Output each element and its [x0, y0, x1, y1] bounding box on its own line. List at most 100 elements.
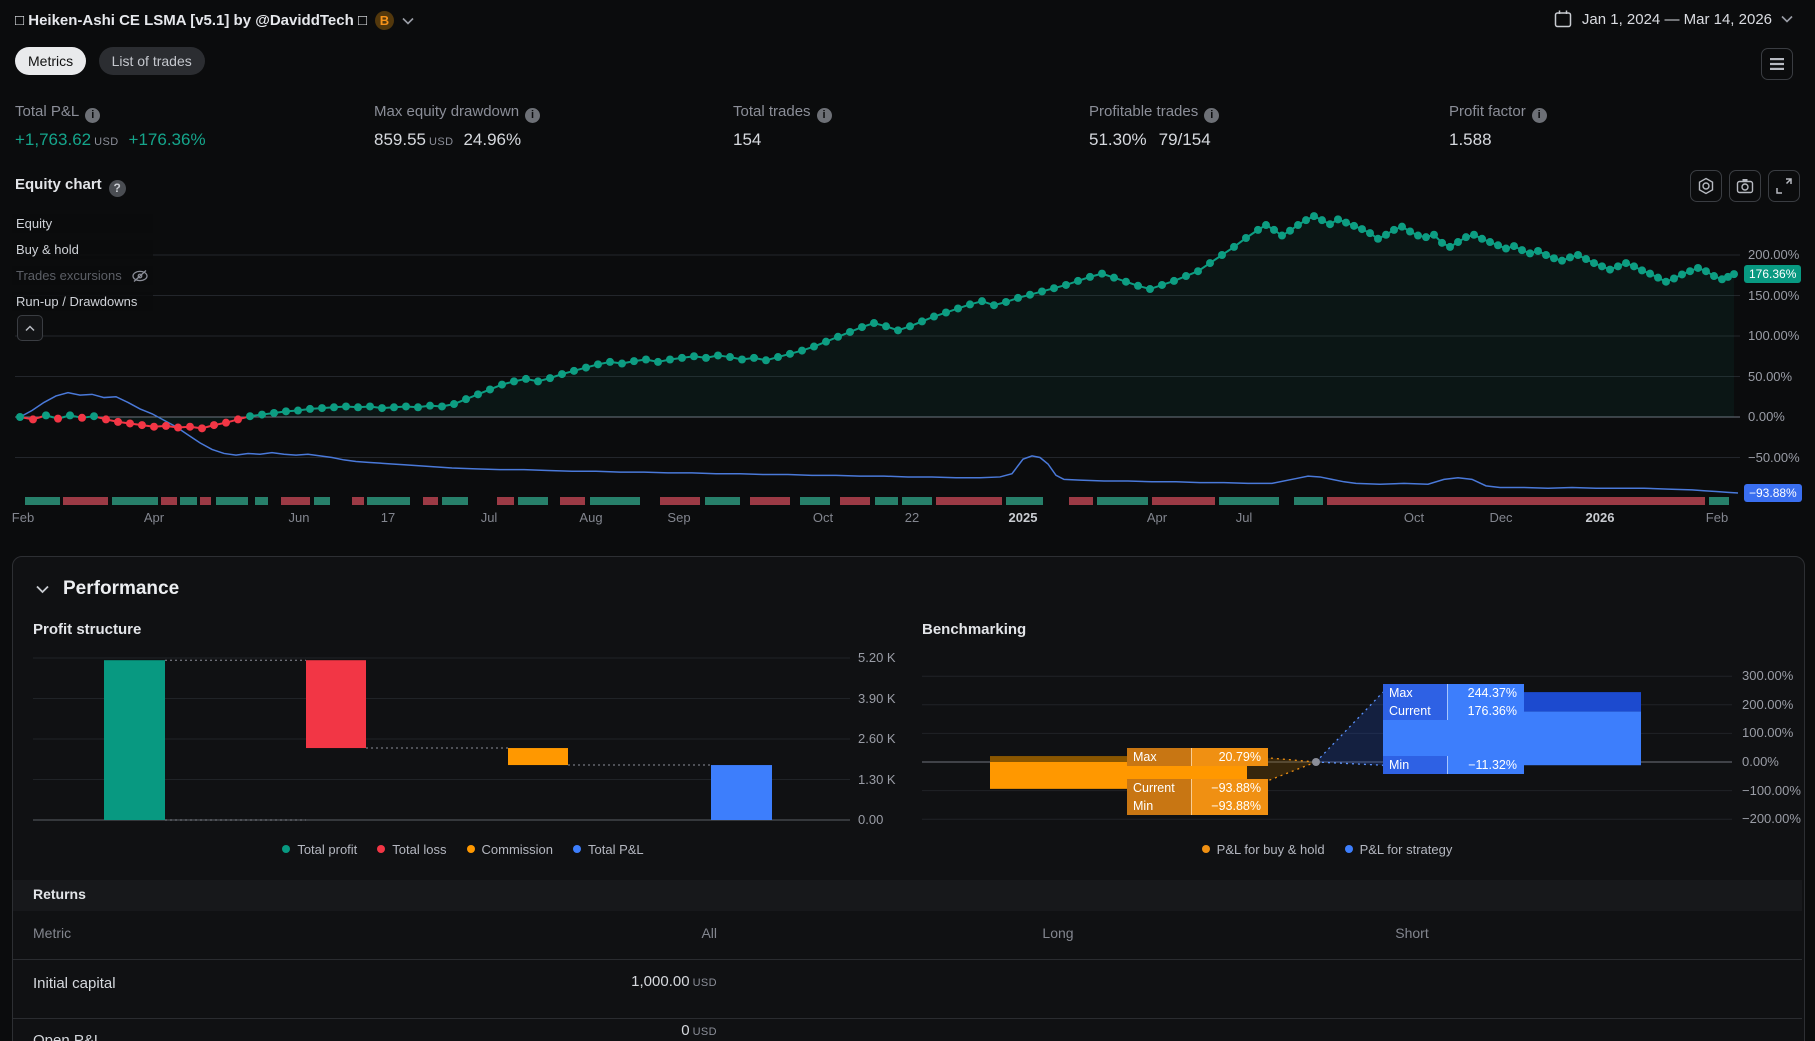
bench-chip-current: Current 176.36% [1383, 702, 1524, 720]
performance-panel [12, 556, 1805, 1041]
stat-total-pnl: Total P&L i +1,763.62 USD +176.36% [15, 103, 206, 149]
info-icon[interactable]: i [525, 108, 541, 123]
chart-settings-button[interactable] [1690, 170, 1722, 202]
bench-chip-key: Current [1383, 702, 1447, 720]
equity-axis-label: −50.00% [1748, 449, 1800, 465]
bitcoin-icon[interactable]: B [375, 11, 394, 30]
legend-item[interactable]: Commission [466, 842, 553, 857]
equity-x-tick: Feb [1705, 510, 1729, 525]
benchmarking-title: Benchmarking [922, 621, 1027, 638]
profit-axis-label: 0.00 [858, 812, 884, 827]
equity-axis-label: 200.00% [1748, 247, 1800, 262]
bench-chip-max: Max 20.79% [1127, 748, 1268, 766]
profit-axis-label: 5.20 K [858, 650, 896, 666]
bench-axis-label: 300.00% [1742, 668, 1794, 684]
expand-icon [1776, 178, 1792, 194]
legend-item-equity[interactable]: Equity [12, 214, 153, 233]
legend-item[interactable]: Total P&L [573, 842, 644, 857]
stat-total-trades: Total trades i 154 [733, 103, 832, 150]
bench-axis-label: 100.00% [1742, 725, 1794, 741]
equity-x-tick: Dec [1489, 510, 1513, 525]
date-range-picker[interactable]: Jan 1, 2024 — Mar 14, 2026 [1553, 9, 1793, 29]
info-icon[interactable]: i [1531, 108, 1547, 123]
equity-value-badge: 176.36% [1744, 265, 1802, 284]
layout-menu-button[interactable] [1761, 48, 1793, 80]
returns-band [13, 880, 1802, 911]
profit-structure-legend: Total profit Total loss Commission Total P&… [33, 840, 893, 858]
chevron-up-icon [25, 324, 35, 331]
chevron-down-icon[interactable] [402, 17, 414, 25]
gear-icon [1698, 177, 1714, 195]
stat-profit-factor: Profit factor i 1.588 [1449, 103, 1547, 150]
chevron-down-icon [36, 585, 49, 593]
equity-x-tick: Jul [480, 510, 498, 525]
bench-chip-value: −11.32% [1447, 756, 1524, 774]
returns-title: Returns [33, 886, 86, 902]
bench-axis-label: 0.00% [1742, 754, 1779, 769]
tab-metrics[interactable]: Metrics [15, 47, 87, 75]
profit-axis-label: 2.60 K [858, 731, 896, 746]
bench-axis-label: −100.00% [1742, 782, 1801, 798]
collapse-legend-button[interactable] [17, 315, 43, 341]
equity-x-tick: 2025 [1008, 510, 1038, 525]
bench-chip-value: −93.88% [1191, 779, 1268, 797]
info-icon[interactable]: i [816, 108, 832, 123]
stat-profitable-trades: Profitable trades i 51.30% 79/154 [1089, 103, 1220, 150]
equity-x-tick: Apr [1146, 510, 1168, 525]
bench-chip-value: 20.79% [1191, 748, 1268, 766]
legend-dot [377, 845, 386, 853]
equity-x-tick: Feb [11, 510, 35, 525]
equity-x-tick: Jun [288, 510, 310, 525]
legend-dot [1344, 845, 1353, 853]
legend-dot [573, 845, 582, 853]
equity-axis-label: 100.00% [1748, 328, 1800, 343]
legend-label: Total P&L [588, 841, 644, 857]
equity-chart-title: Equity chart [15, 176, 102, 193]
performance-header[interactable]: Performance [36, 578, 179, 600]
info-icon[interactable]: i [1204, 108, 1220, 123]
returns-row-value: 1,000.00 USD [631, 973, 717, 990]
bench-axis-label: 200.00% [1742, 696, 1794, 712]
legend-item[interactable]: Total loss [377, 842, 447, 857]
returns-col-long: Long [1042, 925, 1074, 941]
legend-item[interactable]: P&L for buy & hold [1201, 842, 1325, 857]
legend-item-trades-excursions[interactable]: Trades excursions [12, 266, 153, 285]
bench-axis-label: −200.00% [1742, 811, 1801, 827]
info-icon[interactable]: i [85, 108, 101, 123]
bench-chip-key: Max [1127, 748, 1191, 766]
equity-axis-label: 0.00% [1748, 409, 1785, 424]
bench-chip-key: Max [1383, 684, 1447, 702]
returns-row-label: Initial capital [33, 975, 116, 992]
bench-chip-value: −93.88% [1191, 797, 1268, 815]
profit-structure-title: Profit structure [33, 621, 142, 638]
bench-chip-key: Min [1383, 756, 1447, 774]
fullscreen-button[interactable] [1768, 170, 1800, 202]
screenshot-button[interactable] [1729, 170, 1761, 202]
returns-row-value: 0 USD [681, 1022, 717, 1039]
bench-chip-max: Max 244.37% [1383, 684, 1524, 702]
equity-x-tick: Oct [1403, 510, 1425, 525]
tab-list-of-trades[interactable]: List of trades [98, 47, 205, 75]
calendar-icon [1554, 10, 1572, 28]
legend-item-runup-drawdowns[interactable]: Run-up / Drawdowns [12, 292, 153, 311]
legend-item[interactable]: Total profit [282, 842, 357, 857]
equity-axis-label: 150.00% [1748, 287, 1800, 303]
help-icon[interactable]: ? [108, 180, 126, 197]
stat-max-drawdown: Max equity drawdown i 859.55 USD 24.96% [374, 103, 541, 150]
equity-x-tick: 17 [380, 510, 396, 525]
date-range-label: Jan 1, 2024 — Mar 14, 2026 [1581, 10, 1772, 28]
equity-x-tick: 2026 [1585, 510, 1615, 525]
performance-title: Performance [63, 578, 180, 599]
camera-icon [1736, 179, 1754, 194]
bench-chip-current: Current −93.88% [1127, 779, 1268, 797]
legend-item-buy-hold[interactable]: Buy & hold [12, 240, 153, 259]
legend-item[interactable]: P&L for strategy [1344, 842, 1452, 857]
hamburger-icon [1770, 58, 1784, 70]
benchmarking-legend: P&L for buy & hold P&L for strategy [922, 840, 1732, 858]
missing-glyph-icon: □ [15, 12, 25, 29]
profit-axis-label: 1.30 K [858, 771, 896, 787]
bench-chip-key: Current [1127, 779, 1191, 797]
equity-x-tick: 22 [904, 510, 920, 525]
profit-axis-label: 3.90 K [858, 690, 896, 706]
buy-hold-value-badge: −93.88% [1744, 484, 1802, 503]
